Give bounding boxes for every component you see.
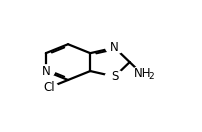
Text: Cl: Cl (43, 81, 55, 94)
Text: N: N (110, 41, 119, 54)
Circle shape (105, 70, 124, 83)
Circle shape (39, 81, 58, 94)
Text: N: N (41, 65, 50, 78)
Circle shape (106, 41, 124, 54)
Circle shape (37, 65, 55, 77)
Text: S: S (111, 70, 118, 83)
Text: 2: 2 (148, 72, 154, 81)
Text: NH: NH (134, 67, 152, 80)
Circle shape (130, 66, 155, 83)
